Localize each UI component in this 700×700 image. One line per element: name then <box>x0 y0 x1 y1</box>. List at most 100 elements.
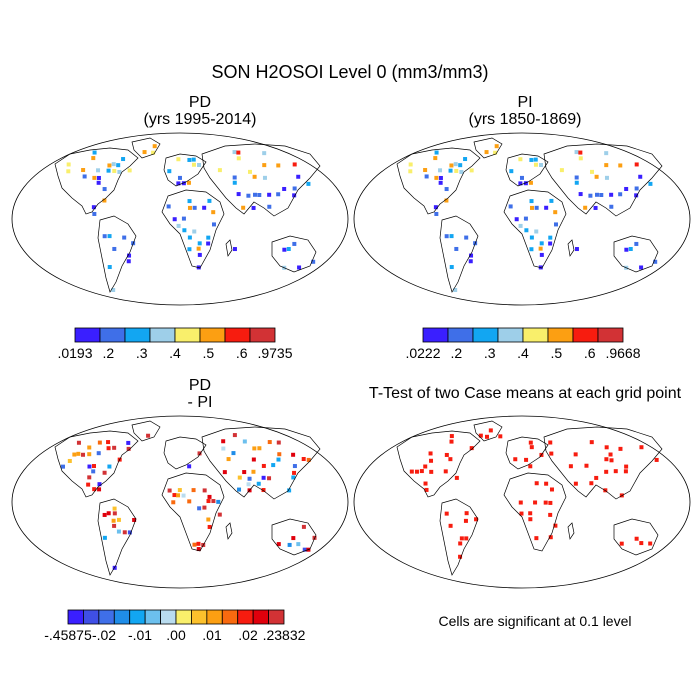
grid-cell <box>419 469 424 474</box>
grid-cell <box>538 246 543 251</box>
grid-cell <box>257 193 262 198</box>
grid-cell <box>112 523 117 528</box>
grid-cell <box>241 205 246 210</box>
grid-cell <box>589 481 594 486</box>
grid-cell <box>171 500 176 505</box>
grid-cell <box>459 536 464 541</box>
grid-cell <box>618 192 623 197</box>
colorbar-swatch <box>447 327 474 343</box>
colorbar-tick-label: .4 <box>517 345 529 361</box>
grid-cell <box>599 193 604 198</box>
grid-cell <box>142 150 147 155</box>
grid-cell <box>624 186 629 191</box>
grid-cell <box>232 433 237 438</box>
grid-cell <box>548 500 553 505</box>
map-boundary <box>11 415 349 589</box>
coastline <box>503 472 567 552</box>
grid-cell <box>578 156 583 161</box>
grid-cell <box>514 217 519 222</box>
colorbar-swatch <box>129 609 146 625</box>
grid-cell <box>509 169 514 174</box>
grid-cell <box>438 168 443 173</box>
grid-cell <box>276 542 281 547</box>
grid-cell <box>423 168 428 173</box>
grid-cell <box>92 487 97 492</box>
grid-cell <box>523 181 528 186</box>
coastline <box>473 420 503 442</box>
grid-cell <box>76 440 81 445</box>
colorbar-swatch <box>422 327 449 343</box>
grid-cell <box>449 265 454 270</box>
grid-cell <box>191 162 196 167</box>
grid-cell <box>282 247 287 252</box>
colorbar-swatch <box>67 609 84 625</box>
grid-cell <box>524 457 529 462</box>
colorbar-swatch <box>221 609 239 625</box>
panel-pd-title-line2: (yrs 1995-2014) <box>143 111 257 128</box>
grid-cell <box>112 511 117 516</box>
grid-cell <box>107 265 112 270</box>
grid-cell <box>594 174 599 179</box>
grid-cell <box>176 157 181 162</box>
grid-cell <box>306 457 311 462</box>
grid-cell <box>301 524 306 529</box>
grid-cell <box>608 452 613 457</box>
grid-cell <box>112 445 117 450</box>
grid-cell <box>498 434 503 439</box>
grid-cell <box>97 440 102 445</box>
colorbar-tick-label: .3 <box>136 345 148 361</box>
grid-cell <box>634 162 639 167</box>
grid-cell <box>267 440 272 445</box>
grid-cell <box>414 469 419 474</box>
grid-cell <box>107 163 112 168</box>
grid-cell <box>222 470 227 475</box>
grid-cell <box>127 253 132 258</box>
grid-cell <box>236 150 241 155</box>
grid-cell <box>167 169 172 174</box>
grid-cell <box>217 512 222 517</box>
grid-cell <box>574 180 579 185</box>
grid-cell <box>91 205 96 210</box>
grid-cell <box>97 482 102 487</box>
grid-cell <box>176 493 181 498</box>
grid-cell <box>66 169 71 174</box>
grid-cell <box>429 469 434 474</box>
grid-cell <box>434 150 439 155</box>
grid-cell <box>207 198 212 203</box>
grid-cell <box>464 511 469 516</box>
grid-cell <box>574 150 579 155</box>
grid-cell <box>192 542 197 547</box>
grid-cell <box>594 475 599 480</box>
grid-cell <box>197 241 202 246</box>
grid-cell <box>187 235 192 240</box>
grid-cell <box>292 241 297 246</box>
grid-cell <box>584 463 589 468</box>
coastline <box>543 143 663 217</box>
map-ttest <box>352 415 692 589</box>
grid-cell <box>488 428 493 433</box>
grid-cell <box>111 518 116 523</box>
grid-cell <box>172 217 177 222</box>
grid-cell <box>232 150 237 155</box>
grid-cell <box>539 241 544 246</box>
coastline <box>54 430 139 498</box>
coastline <box>505 436 549 470</box>
grid-cell <box>177 488 182 493</box>
grid-cell <box>292 193 297 198</box>
grid-cell <box>126 440 131 445</box>
grid-cell <box>624 247 629 252</box>
grid-cell <box>438 180 443 185</box>
coastline <box>271 518 317 556</box>
grid-cell <box>444 198 449 203</box>
grid-cell <box>609 204 614 209</box>
colorbar-swatch <box>547 327 574 343</box>
grid-cell <box>187 464 192 469</box>
grid-cell <box>533 162 538 167</box>
grid-cell <box>518 223 523 228</box>
coastline <box>567 239 575 257</box>
grid-cell <box>618 163 623 168</box>
map-boundary <box>353 415 691 589</box>
grid-cell <box>448 168 453 173</box>
grid-cell <box>549 487 554 492</box>
colorbar-tick-label: -.45875 <box>44 627 92 643</box>
